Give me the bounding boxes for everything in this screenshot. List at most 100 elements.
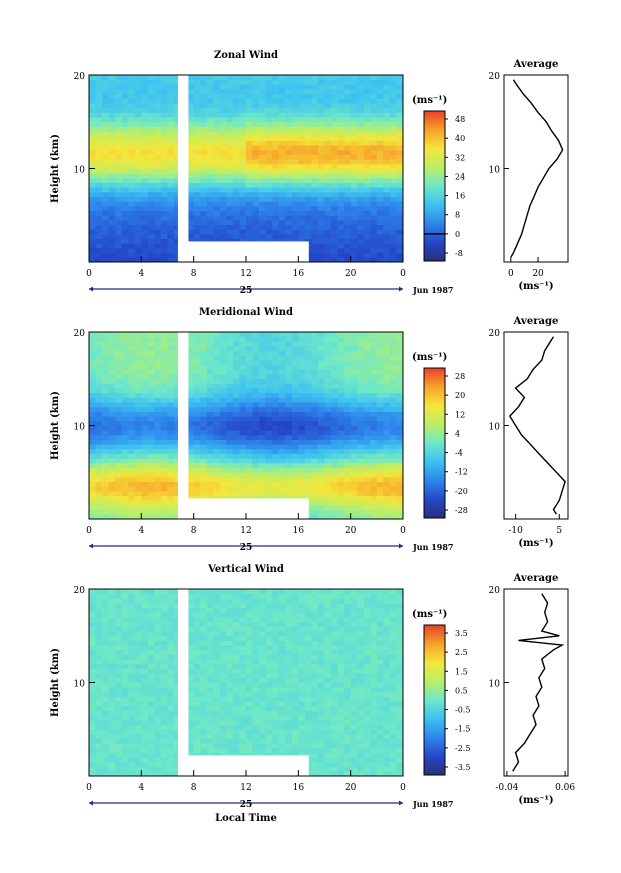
- colorbar-label: -1.5: [455, 725, 470, 734]
- colorbar-label: 8: [455, 211, 460, 220]
- colorbar-label: 32: [455, 153, 465, 162]
- x-tick-label: 20: [345, 269, 357, 279]
- y-axis-label: Height (km): [50, 391, 61, 460]
- colorbar-label: 16: [455, 192, 465, 201]
- average-x-tick-label: 0.06: [555, 783, 575, 793]
- average-x-label: (ms⁻¹): [518, 281, 553, 292]
- panel-title: Zonal Wind: [214, 50, 278, 61]
- average-title: Average: [513, 316, 559, 327]
- colorbar-label: 24: [455, 172, 465, 181]
- average-frame: [503, 331, 569, 520]
- average-y-tick-label: 10: [489, 680, 501, 690]
- colorbar-label: 20: [455, 391, 465, 400]
- average-profile-line: [512, 593, 565, 772]
- x-tick-label: 0: [86, 526, 92, 536]
- colorbar: [423, 110, 446, 262]
- colorbar-label: 2.5: [455, 648, 468, 657]
- x-tick-label: 16: [293, 526, 305, 536]
- data-gap-low: [177, 241, 309, 263]
- x-tick-label: 8: [191, 526, 197, 536]
- x-tick-label: 8: [191, 783, 197, 793]
- panel-1: Zonal Wind 10 20 Height (km) 0 4 8 12 16 20 0 25 Jun…: [50, 50, 569, 296]
- colorbar-label: -3.5: [455, 763, 470, 772]
- y-tick-label: 10: [74, 423, 86, 433]
- colorbar-label: -20: [455, 487, 468, 496]
- y-axis-label: Height (km): [50, 134, 61, 203]
- data-gap: [177, 331, 189, 520]
- x-tick-label: 12: [240, 783, 251, 793]
- average-title: Average: [513, 573, 559, 584]
- colorbar-label: -8: [455, 249, 463, 258]
- y-tick-label: 10: [74, 680, 86, 690]
- x-tick-label: 0: [86, 783, 92, 793]
- colorbar-label: -2.5: [455, 744, 470, 753]
- data-gap: [177, 588, 189, 777]
- x-tick-label: 4: [138, 526, 144, 536]
- average-y-tick-label: 20: [489, 72, 501, 82]
- colorbar-units: (ms⁻¹): [412, 352, 447, 363]
- date-arrow-right: [399, 800, 403, 806]
- colorbar-label: 4: [455, 429, 460, 438]
- colorbar: [423, 624, 446, 776]
- x-tick-label: 4: [138, 269, 144, 279]
- average-x-tick-label: 0: [508, 269, 514, 279]
- heatmap-field: [89, 75, 404, 263]
- x-tick-label: 20: [345, 783, 357, 793]
- average-x-tick-label: -0.04: [495, 783, 518, 793]
- colorbar-label: -12: [455, 468, 468, 477]
- colorbar-label: 40: [455, 134, 465, 143]
- date-arrow-left: [89, 286, 93, 292]
- x-axis-label: Local Time: [215, 813, 277, 824]
- x-tick-label: 0: [400, 269, 406, 279]
- x-tick-label: 12: [240, 269, 251, 279]
- average-x-tick-label: 20: [532, 269, 544, 279]
- heatmap-field: [89, 589, 404, 777]
- date-suffix: Jun 1987: [412, 285, 453, 295]
- panel-3: Vertical Wind 10 20 Height (km) 0 4 8 12 16 20 0 25…: [50, 564, 575, 824]
- date-arrow-left: [89, 543, 93, 549]
- panel-title: Vertical Wind: [207, 564, 284, 575]
- colorbar-label: -28: [455, 506, 468, 515]
- average-title: Average: [513, 59, 559, 70]
- y-tick-label: 20: [74, 586, 86, 596]
- x-tick-label: 4: [138, 783, 144, 793]
- x-tick-label: 0: [400, 783, 406, 793]
- y-axis-label: Height (km): [50, 648, 61, 717]
- colorbar-label: 0: [455, 230, 460, 239]
- y-tick-label: 20: [74, 329, 86, 339]
- date-suffix: Jun 1987: [412, 542, 453, 552]
- average-y-tick-label: 20: [489, 586, 501, 596]
- average-y-tick-label: 10: [489, 423, 501, 433]
- y-tick-label: 20: [74, 72, 86, 82]
- x-tick-label: 8: [191, 269, 197, 279]
- x-tick-label: 0: [400, 526, 406, 536]
- x-tick-label: 16: [293, 269, 305, 279]
- x-tick-label: 12: [240, 526, 251, 536]
- average-profile-line: [508, 336, 566, 515]
- data-gap-low: [177, 498, 309, 520]
- data-gap-low: [177, 755, 309, 777]
- date-suffix: Jun 1987: [412, 799, 453, 809]
- x-tick-label: 16: [293, 783, 305, 793]
- colorbar-label: 12: [455, 410, 465, 419]
- colorbar-label: 3.5: [455, 629, 468, 638]
- average-x-tick-label: -10: [508, 526, 523, 536]
- colorbar-label: 0.5: [455, 686, 468, 695]
- data-gap: [177, 74, 189, 263]
- date-arrow-left: [89, 800, 93, 806]
- average-x-label: (ms⁻¹): [518, 538, 553, 549]
- average-y-tick-label: 20: [489, 329, 501, 339]
- date-label: 25: [240, 286, 253, 296]
- average-profile-line: [510, 79, 564, 258]
- date-arrow-right: [399, 286, 403, 292]
- average-frame: [503, 588, 569, 777]
- x-tick-label: 0: [86, 269, 92, 279]
- date-label: 25: [240, 543, 253, 553]
- average-x-label: (ms⁻¹): [518, 795, 553, 806]
- average-y-tick-label: 10: [489, 166, 501, 176]
- x-tick-label: 20: [345, 526, 357, 536]
- colorbar-label: 28: [455, 372, 465, 381]
- panel-2: Meridional Wind 10 20 Height (km) 0 4 8 12 16 20 0…: [50, 307, 569, 553]
- y-tick-label: 10: [74, 166, 86, 176]
